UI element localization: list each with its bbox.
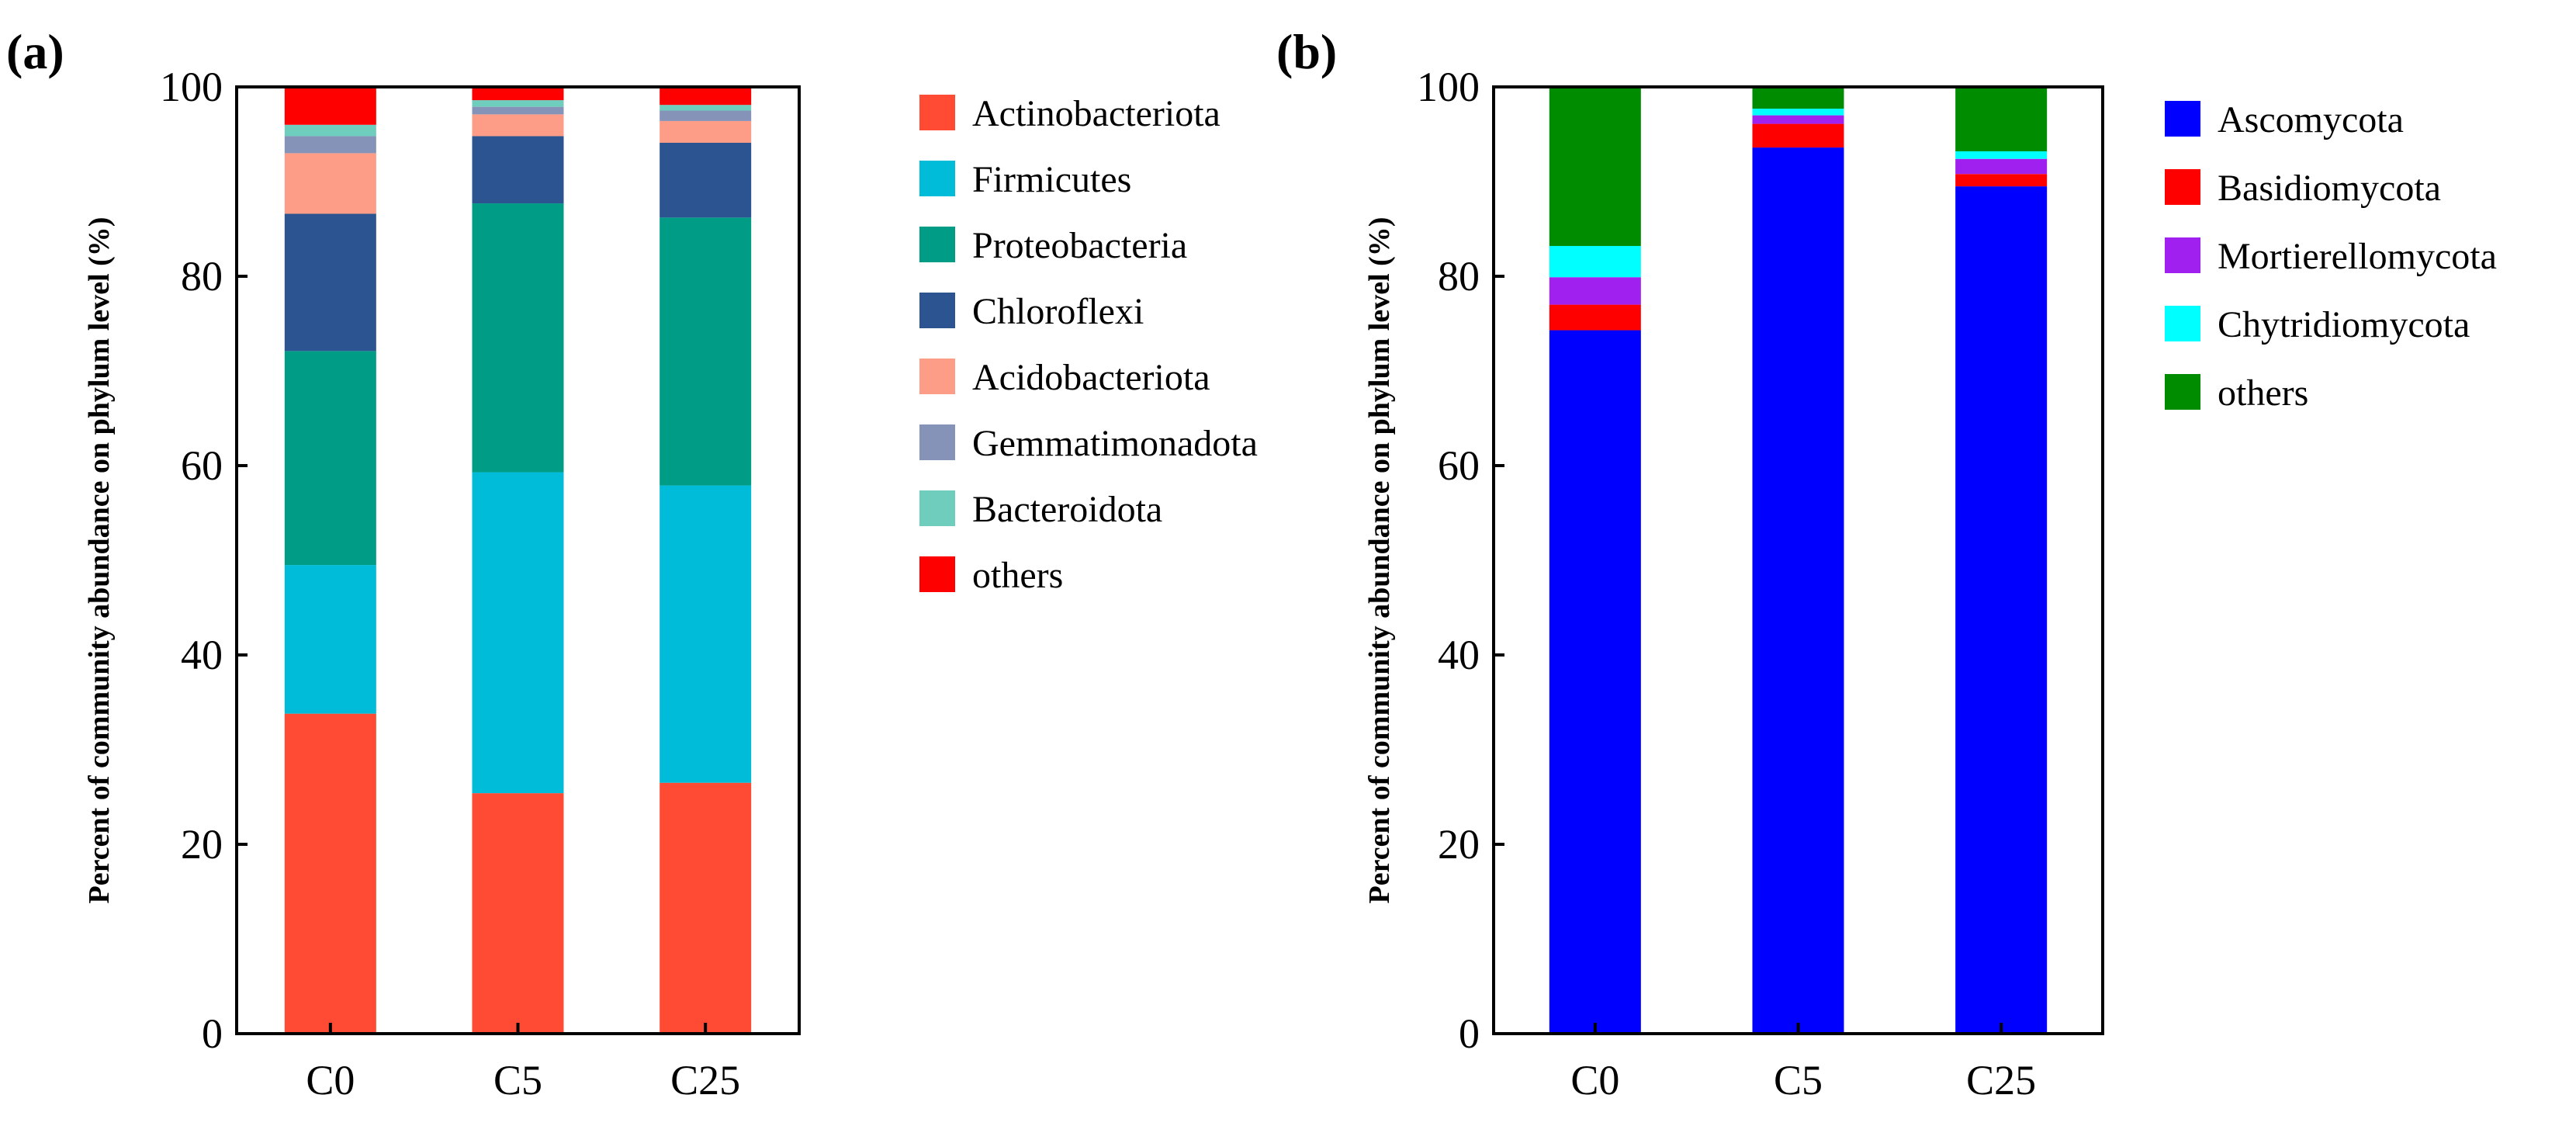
bar-segment-c0-actinobacteriota [284,713,376,1034]
y-tick-label: 20 [181,821,223,868]
bar-segment-c25-proteobacteria [660,217,752,486]
legend-label-chloroflexi: Chloroflexi [972,291,1144,332]
legend-label-gemmatimonadota: Gemmatimonadota [972,423,1258,464]
legend-swatch-basidiomycota [2165,169,2200,205]
legend-label-proteobacteria: Proteobacteria [972,225,1187,266]
legend-label-bacteroidota: Bacteroidota [972,489,1162,530]
bar-segment-c25-acidobacteriota [660,120,752,143]
y-tick-label: 100 [1417,64,1480,110]
bar-segment-c5-acidobacteriota [472,114,564,137]
y-tick-label: 40 [181,632,223,678]
legend-label-mortierellomycota: Mortierellomycota [2218,236,2497,277]
bar-segment-c0-others [284,87,376,125]
bar-segment-c5-mortierellomycota [1752,115,1844,124]
legend-swatch-gemmatimonadota [919,424,955,460]
bar-segment-c25-actinobacteriota [660,782,752,1034]
y-axis-title: Percent of community abundance on phylum… [83,217,116,904]
x-tick-label: C0 [1570,1057,1619,1103]
legend-label-ascomycota: Ascomycota [2218,99,2404,140]
legend: Actinobacteriota Firmicutes Proteobacteria… [919,93,1258,596]
x-tick-label: C25 [670,1057,740,1103]
y-tick-label: 0 [1459,1010,1480,1057]
legend-label-chytridiomycota: Chytridiomycota [2218,304,2470,345]
y-tick-label: 0 [202,1010,223,1057]
bar-segment-c25-bacteroidota [660,105,752,111]
panel-a-bacteria-chart: (a) 0 20 40 60 80 100 C0 C5 C25 Percent of communi… [6,24,1258,1103]
legend-swatch-others [2165,374,2200,410]
bar-segment-c25-gemmatimonadota [660,110,752,121]
bar-segment-c0-others [1549,87,1641,246]
legend-swatch-bacteroidota [919,490,955,526]
legend-label-acidobacteriota: Acidobacteriota [972,357,1210,398]
legend: Ascomycota Basidiomycota Mortierellomycota… [2165,99,2497,414]
y-tick-label: 60 [181,442,223,489]
legend-swatch-others [919,556,955,592]
bar-segment-c0-chloroflexi [284,213,376,352]
legend-swatch-acidobacteriota [919,359,955,394]
bar-segment-c5-gemmatimonadota [472,106,564,115]
legend-swatch-actinobacteriota [919,95,955,130]
bar-segment-c0-chytridiomycota [1549,245,1641,278]
y-tick-label: 80 [1438,253,1480,300]
bar-segment-c5-others [472,87,564,101]
bar-segment-c0-basidiomycota [1549,304,1641,331]
bar-segment-c25-mortierellomycota [1955,158,2048,175]
bar-segment-c0-mortierellomycota [1549,277,1641,305]
bar-segment-c0-ascomycota [1549,330,1641,1034]
bar-segment-c5-firmicutes [472,472,564,794]
legend-label-basidiomycota: Basidiomycota [2218,168,2441,209]
bar-segment-c5-chloroflexi [472,136,564,204]
legend-swatch-ascomycota [2165,101,2200,137]
bar-segment-c5-basidiomycota [1752,123,1844,148]
y-axis-title: Percent of community abundance on phylum… [1363,217,1396,904]
bar-segment-c0-acidobacteriota [284,153,376,214]
legend-label-others: others [972,555,1063,596]
x-tick-label: C25 [1966,1057,2036,1103]
bar-segment-c5-bacteroidota [472,100,564,107]
bar-segment-c0-firmicutes [284,565,376,714]
panel-label: (a) [6,24,64,79]
legend-label-firmicutes: Firmicutes [972,159,1131,200]
panel-label: (b) [1276,24,1337,79]
legend-label-actinobacteriota: Actinobacteriota [972,93,1220,134]
legend-swatch-chytridiomycota [2165,306,2200,341]
bar-segment-c5-proteobacteria [472,203,564,473]
y-tick-label: 40 [1438,632,1480,678]
bar-segment-c5-ascomycota [1752,147,1844,1034]
y-tick-label: 20 [1438,821,1480,868]
bar-segment-c5-actinobacteriota [472,793,564,1034]
bar-segment-c5-others [1752,87,1844,109]
bar-segment-c25-ascomycota [1955,186,2048,1034]
bar-segment-c25-basidiomycota [1955,174,2048,187]
bar-segment-c0-gemmatimonadota [284,136,376,154]
bar-segment-c25-firmicutes [660,485,752,783]
legend-swatch-proteobacteria [919,227,955,262]
x-tick-label: C5 [1774,1057,1823,1103]
x-tick-label: C0 [306,1057,355,1103]
y-tick-label: 80 [181,253,223,300]
legend-swatch-firmicutes [919,161,955,196]
bar-segment-c0-proteobacteria [284,351,376,566]
y-tick-label: 100 [160,64,223,110]
legend-label-others: others [2218,372,2308,414]
x-tick-label: C5 [493,1057,542,1103]
bar-segment-c5-chytridiomycota [1752,109,1844,116]
bar-segment-c25-others [660,87,752,106]
y-tick-label: 60 [1438,442,1480,489]
legend-swatch-mortierellomycota [2165,237,2200,273]
bar-segment-c25-chytridiomycota [1955,151,2048,159]
legend-swatch-chloroflexi [919,293,955,328]
bar-segment-c0-bacteroidota [284,124,376,137]
panel-b-fungi-chart: (b) 0 20 40 60 80 100 C0 C5 C25 Percent of communi… [1276,24,2497,1103]
bar-segment-c25-chloroflexi [660,142,752,218]
bar-segment-c25-others [1955,87,2048,151]
